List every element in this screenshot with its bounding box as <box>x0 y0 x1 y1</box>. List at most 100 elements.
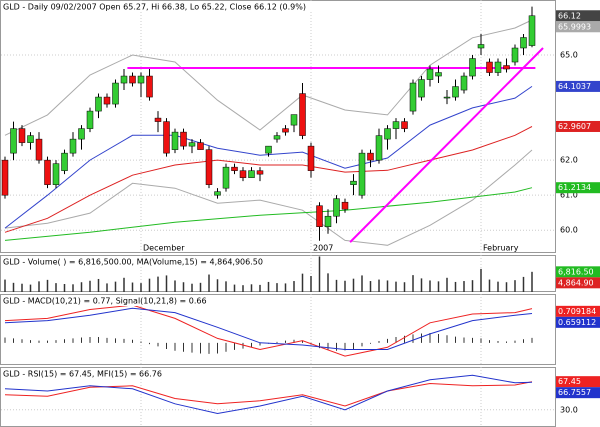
volume-bar <box>182 282 185 292</box>
value-box-label: 64.1037 <box>558 82 591 91</box>
candle-body <box>78 128 85 140</box>
candle-body <box>409 82 417 112</box>
candle-body <box>112 82 119 105</box>
candle-body <box>44 159 51 185</box>
volume-bar <box>72 284 74 292</box>
candle-body <box>290 114 298 126</box>
candle-body <box>180 131 187 147</box>
candle-body <box>171 131 179 150</box>
y-tick-label: 60.0 <box>560 226 578 235</box>
candle-body <box>435 72 442 77</box>
volume-bar <box>46 279 49 292</box>
volume-bar <box>429 280 431 292</box>
candle-body <box>324 215 332 227</box>
volume-bar <box>216 279 219 292</box>
candle-body <box>61 152 68 171</box>
value-box <box>556 120 600 132</box>
candle-body <box>10 128 17 154</box>
volume-bar <box>165 275 168 292</box>
x-tick-label: December <box>143 244 185 253</box>
volume-bar <box>38 281 40 292</box>
volume-bar <box>327 273 329 292</box>
candle-body <box>392 121 400 129</box>
value-box-label: 0.709184 <box>558 307 596 316</box>
value-box-label: 67.45 <box>558 377 581 386</box>
candle-body <box>35 138 43 161</box>
panel-frame <box>0 294 556 365</box>
value-box <box>556 21 600 33</box>
y-tick-label: 65.0 <box>560 51 578 60</box>
candle-body <box>443 96 451 99</box>
title-bg <box>1 296 243 306</box>
volume-bar <box>505 282 508 292</box>
volume-bar <box>344 280 346 292</box>
candle-body <box>137 75 145 84</box>
volume-bar <box>522 276 525 292</box>
value-box <box>556 266 600 278</box>
value-box-label: 66.12 <box>558 11 581 20</box>
panel-title: GLD - Daily 09/02/2007 Open 65.27, Hi 66… <box>3 3 306 12</box>
candle-body <box>511 47 519 63</box>
panel-title: GLD - Volume( ) = 6,816,500.00, MA(Volum… <box>3 258 263 267</box>
volume-bar <box>420 278 423 292</box>
candle-body <box>18 128 26 143</box>
volume-bar <box>55 283 57 292</box>
volume-bar <box>63 284 66 292</box>
candle-body <box>469 58 476 77</box>
title-bg <box>1 2 365 12</box>
volume-bar <box>361 275 363 292</box>
volume-bar <box>80 282 83 292</box>
candle-body <box>188 142 196 147</box>
candle-body <box>477 44 485 49</box>
value-box-label: 4,864.90 <box>558 278 594 287</box>
overlay-line <box>4 149 533 246</box>
panel-title: GLD - MACD(10,21) = 0.77, Signal(10,21,8… <box>3 297 207 306</box>
candle-body <box>146 75 153 98</box>
candle-body <box>273 135 281 140</box>
value-box-label: 0.659112 <box>558 318 596 327</box>
candle-body <box>231 166 238 171</box>
y-tick-label: 61.0 <box>560 191 578 200</box>
volume-bar <box>242 285 244 292</box>
value-box-label: 66.7557 <box>558 388 591 397</box>
volume-bar <box>174 280 176 292</box>
value-box <box>556 316 600 328</box>
candle-body <box>86 110 94 129</box>
candle-body <box>248 170 255 178</box>
volume-bar <box>140 283 142 292</box>
candle-body <box>528 15 536 46</box>
candle-body <box>120 75 128 84</box>
overlay-line <box>4 19 533 136</box>
indicator-line <box>4 374 533 415</box>
candle-body <box>69 138 77 154</box>
candle-body <box>367 152 374 161</box>
value-box <box>556 387 600 399</box>
candle-body <box>265 145 272 154</box>
volume-bar <box>488 279 491 292</box>
trendline <box>349 47 544 243</box>
y-tick-label: 30.0 <box>560 405 578 414</box>
value-box <box>556 376 600 388</box>
volume-bar <box>208 274 210 292</box>
volume-bar <box>437 281 440 292</box>
value-box-label: 6,816.50 <box>558 267 594 276</box>
title-bg <box>1 257 301 267</box>
volume-bar <box>284 283 287 292</box>
volume-bar <box>4 279 6 292</box>
volume-bar <box>97 278 100 292</box>
volume-bar <box>335 279 338 292</box>
volume-bar <box>318 256 321 292</box>
volume-bar <box>225 281 227 292</box>
volume-bar <box>259 284 261 292</box>
candle-body <box>197 142 204 150</box>
volume-bar <box>233 284 236 292</box>
volume-bar <box>454 281 457 292</box>
volume-bar <box>403 282 406 292</box>
volume-bar <box>293 281 295 292</box>
volume-bar <box>276 283 278 292</box>
x-tick-label: February <box>483 244 519 253</box>
value-box <box>556 182 600 194</box>
volume-bar <box>463 281 465 292</box>
volume-bar <box>386 280 389 292</box>
